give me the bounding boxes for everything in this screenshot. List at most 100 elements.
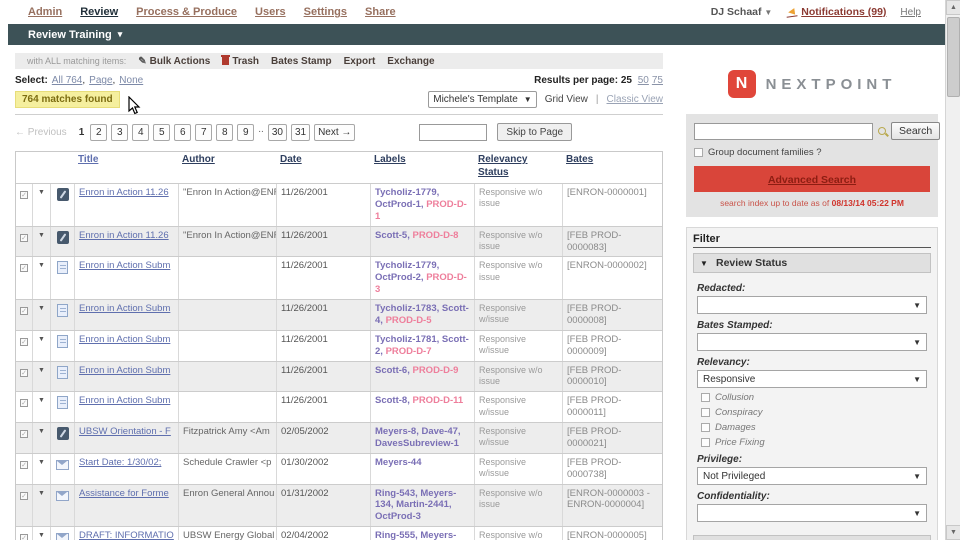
checkbox-damages[interactable]	[701, 423, 710, 432]
notifications-link[interactable]: ◄ Notifications (99)	[786, 5, 887, 18]
group-families-checkbox[interactable]	[694, 148, 703, 157]
nav-link-users[interactable]: Users	[255, 6, 286, 18]
row-expand-icon[interactable]: ▼	[32, 184, 50, 226]
label-links[interactable]: Ring-543, Meyers-134, Martin-2441, OctPr…	[375, 487, 457, 523]
nav-link-review[interactable]: Review	[80, 6, 119, 18]
row-checkbox[interactable]: ✓	[20, 337, 28, 346]
row-expand-icon[interactable]: ▼	[32, 392, 50, 422]
per-page-50[interactable]: 50	[637, 75, 649, 86]
bates-stamped-select[interactable]: ▼	[697, 333, 927, 351]
action-trash[interactable]: Trash	[221, 55, 259, 67]
row-expand-icon[interactable]: ▼	[32, 453, 50, 484]
document-title-link[interactable]: DRAFT: INFORMATIO	[79, 530, 174, 540]
page-30[interactable]: 30	[267, 123, 287, 141]
row-checkbox[interactable]: ✓	[20, 264, 28, 273]
prod-label-link[interactable]: PROD-D-7	[385, 345, 432, 357]
row-expand-icon[interactable]: ▼	[32, 423, 50, 453]
nav-link-settings[interactable]: Settings	[303, 6, 348, 18]
row-checkbox[interactable]: ✓	[20, 191, 28, 199]
relevancy-select[interactable]: Responsive ▼	[697, 370, 927, 388]
select-page[interactable]: Page	[89, 75, 113, 86]
label-links[interactable]: Meyers-8, Dave-47, DavesSubreview-1	[375, 426, 461, 449]
classic-view-link[interactable]: Classic View	[606, 94, 664, 105]
next-page-button[interactable]: Next →	[314, 123, 356, 141]
document-title-link[interactable]: Enron in Action 11.26	[79, 229, 169, 241]
page-scrollbar[interactable]: ▲ ▼	[945, 0, 960, 540]
nav-link-share[interactable]: Share	[365, 6, 396, 18]
prod-label-link[interactable]: PROD-D-1	[375, 198, 467, 222]
page-31[interactable]: 31	[290, 123, 311, 141]
label-links[interactable]: Tycholiz-1779, OctProd-2,	[375, 260, 440, 284]
prod-label-link[interactable]: PROD-D-11	[412, 395, 464, 407]
checkbox-collusion[interactable]	[701, 393, 710, 402]
prod-label-link[interactable]: PROD-D-3	[375, 272, 467, 296]
scroll-up-icon[interactable]: ▲	[946, 0, 960, 15]
template-select[interactable]: Michele's Template ▼	[428, 91, 537, 108]
page-5[interactable]: 5	[153, 123, 171, 141]
prod-label-link[interactable]: PROD-D-9	[412, 364, 459, 376]
accordion-review-status[interactable]: ▼ Review Status	[693, 253, 931, 273]
nav-link-admin[interactable]: Admin	[28, 6, 63, 18]
checkbox-conspiracy[interactable]	[701, 408, 710, 417]
search-button[interactable]: Search	[891, 122, 941, 140]
advanced-search-button[interactable]: Advanced Search	[694, 166, 930, 192]
row-expand-icon[interactable]: ▼	[32, 300, 50, 330]
scrollbar-thumb[interactable]	[947, 17, 960, 97]
row-checkbox[interactable]: ✓	[20, 399, 28, 408]
label-links[interactable]: Scott-6,	[375, 364, 410, 376]
action-bulk-actions[interactable]: ✎ Bulk Actions	[138, 56, 210, 67]
grid-view-link[interactable]: Grid View	[544, 94, 588, 105]
row-expand-icon[interactable]: ▼	[32, 527, 50, 540]
confidentiality-select[interactable]: ▼	[697, 504, 927, 522]
row-checkbox[interactable]: ✓	[20, 491, 28, 500]
select-none[interactable]: None	[119, 75, 144, 86]
label-links[interactable]: Tycholiz-1781, Scott-2,	[375, 333, 469, 357]
document-title-link[interactable]: Enron in Action Subm	[79, 364, 171, 376]
document-title-link[interactable]: Assistance for Forme	[79, 487, 169, 499]
scroll-down-icon[interactable]: ▼	[946, 525, 960, 540]
page-2[interactable]: 2	[90, 123, 108, 141]
label-links[interactable]: Scott-5,	[375, 229, 410, 241]
row-checkbox[interactable]: ✓	[20, 307, 28, 315]
action-exchange[interactable]: Exchange	[387, 56, 434, 67]
sort-relevancy-header[interactable]: Relevancy Status	[478, 154, 528, 178]
row-checkbox[interactable]: ✓	[20, 460, 28, 469]
document-title-link[interactable]: UBSW Orientation - F	[79, 426, 171, 437]
row-checkbox[interactable]: ✓	[20, 534, 28, 540]
document-title-link[interactable]: Enron in Action Subm	[79, 333, 171, 345]
help-link[interactable]: Help	[900, 6, 921, 18]
label-links[interactable]: Scott-8,	[375, 395, 410, 407]
label-links[interactable]: Ring-555, Meyers-212, Martin-2564, OctPr…	[375, 530, 457, 540]
row-checkbox[interactable]: ✓	[20, 430, 28, 438]
redacted-select[interactable]: ▼	[697, 296, 927, 314]
document-title-link[interactable]: Enron in Action Subm	[79, 303, 171, 314]
row-expand-icon[interactable]: ▼	[32, 226, 50, 257]
row-checkbox[interactable]: ✓	[20, 233, 28, 242]
per-page-75[interactable]: 75	[651, 75, 663, 86]
user-menu[interactable]: DJ Schaaf ▼	[711, 6, 773, 18]
page-9[interactable]: 9	[237, 123, 255, 141]
label-links[interactable]: Tycholiz-1779, OctProd-1,	[375, 187, 440, 210]
sort-date-header[interactable]: Date	[280, 154, 302, 165]
privilege-select[interactable]: Not Privileged ▼	[697, 467, 927, 485]
action-export[interactable]: Export	[344, 56, 376, 67]
row-expand-icon[interactable]: ▼	[32, 484, 50, 527]
row-expand-icon[interactable]: ▼	[32, 361, 50, 392]
case-bar[interactable]: Review Training ▾	[8, 24, 945, 45]
skip-to-page-button[interactable]: Skip to Page	[497, 123, 573, 141]
document-title-link[interactable]: Enron in Action Subm	[79, 395, 171, 407]
checkbox-price-fixing[interactable]	[701, 438, 710, 447]
row-expand-icon[interactable]: ▼	[32, 257, 50, 299]
page-4[interactable]: 4	[132, 123, 150, 141]
nav-link-process-produce[interactable]: Process & Produce	[136, 6, 238, 18]
sort-bates-header[interactable]: Bates	[566, 154, 594, 165]
prod-label-link[interactable]: PROD-D-5	[385, 314, 432, 326]
page-6[interactable]: 6	[174, 123, 192, 141]
sort-author-header[interactable]: Author	[182, 154, 215, 165]
label-links[interactable]: Meyers-44	[375, 456, 422, 468]
select-all-764[interactable]: All 764	[51, 75, 83, 86]
page-8[interactable]: 8	[216, 123, 234, 141]
document-title-link[interactable]: Enron in Action 11.26	[79, 187, 169, 198]
document-title-link[interactable]: Start Date: 1/30/02;	[79, 456, 162, 468]
page-3[interactable]: 3	[111, 123, 129, 141]
